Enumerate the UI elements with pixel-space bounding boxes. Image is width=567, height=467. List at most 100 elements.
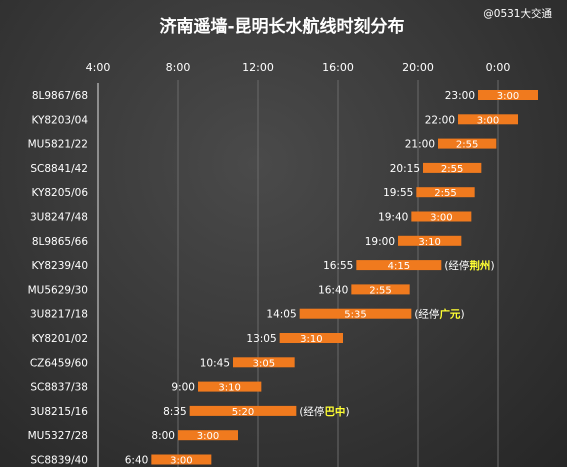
- stopover-suffix: ): [345, 406, 349, 418]
- flight-number-label: 3U8215/16: [30, 406, 88, 418]
- duration-bar: [233, 357, 295, 368]
- flight-row: KY8203/04 22:00 3:00: [31, 114, 518, 126]
- duration-bar: [411, 211, 472, 222]
- x-tick-label: 0:00: [486, 61, 511, 74]
- flight-number-label: 8L9867/68: [32, 90, 88, 102]
- duration-label: 2:55: [434, 188, 456, 199]
- stopover-note: (经停巴中): [299, 405, 349, 418]
- duration-label: 3:00: [170, 456, 192, 467]
- duration-label: 5:20: [232, 407, 254, 418]
- flight-number-label: MU5327/28: [28, 430, 88, 442]
- flight-number-label: 8L9865/66: [32, 236, 88, 248]
- stopover-suffix: ): [490, 260, 494, 272]
- gridlines: [177, 80, 499, 467]
- flight-number-label: SC8837/38: [30, 382, 88, 394]
- departure-time-label: 8:00: [151, 430, 175, 442]
- flight-row: 8L9867/68 23:00 3:00: [32, 90, 538, 102]
- departure-time-label: 23:00: [445, 90, 475, 102]
- flight-row: SC8841/42 20:15 2:55: [30, 162, 482, 175]
- flight-number-label: 3U8217/18: [30, 309, 88, 321]
- flight-number-label: KY8201/02: [31, 333, 88, 345]
- duration-bar: [279, 333, 343, 343]
- x-tick-label: 16:00: [322, 61, 354, 74]
- flight-number-label: CZ6459/60: [30, 357, 88, 369]
- duration-bar: [423, 162, 482, 173]
- duration-bar: [478, 90, 538, 100]
- flight-row: CZ6459/60 10:45 3:05: [30, 357, 295, 369]
- duration-bar: [189, 405, 297, 416]
- departure-time-label: 10:45: [200, 357, 230, 369]
- stopover-note: (经停广元): [414, 308, 464, 321]
- flight-row: 3U8217/18 14:05 5:35 (经停广元): [30, 308, 465, 321]
- chart-title: 济南遥墙-昆明长水航线时刻分布: [159, 16, 404, 37]
- duration-label: 3:10: [300, 334, 322, 345]
- duration-label: 3:00: [497, 91, 519, 102]
- duration-label: 3:05: [253, 358, 275, 369]
- x-tick-label: 20:00: [402, 61, 434, 74]
- stopover-city: 荆州: [469, 259, 490, 272]
- departure-time-label: 16:40: [318, 284, 348, 296]
- flight-number-label: MU5821/22: [28, 139, 88, 151]
- duration-label: 3:00: [197, 431, 219, 442]
- flight-row: KY8201/02 13:05 3:10: [31, 333, 343, 345]
- stopover-prefix: (经停: [299, 405, 324, 418]
- flight-number-label: KY8205/06: [31, 187, 88, 199]
- flight-number-label: MU5629/30: [28, 284, 88, 296]
- duration-label: 2:55: [441, 164, 463, 175]
- departure-time-label: 8:35: [163, 406, 187, 418]
- flight-row: KY8205/06 19:55 2:55: [31, 187, 475, 199]
- flight-number-label: KY8203/04: [31, 114, 88, 126]
- departure-time-label: 22:00: [425, 114, 455, 126]
- duration-label: 3:00: [477, 115, 499, 126]
- duration-bar: [458, 114, 518, 125]
- flight-number-label: KY8239/40: [31, 260, 88, 272]
- flight-row: MU5629/30 16:40 2:55: [28, 284, 410, 296]
- x-tick-label: 4:00: [86, 61, 111, 74]
- duration-bar: [151, 454, 212, 465]
- duration-bar: [178, 430, 238, 441]
- departure-time-label: 21:00: [405, 139, 435, 151]
- flight-number-label: SC8839/40: [30, 455, 88, 467]
- x-tick-label: 8:00: [166, 61, 191, 74]
- stopover-city: 巴中: [324, 405, 345, 418]
- flight-row: 3U8247/48 19:40 3:00: [30, 211, 472, 224]
- departure-time-label: 16:55: [323, 260, 353, 272]
- x-axis-ticks: 4:00 8:00 12:00 16:00 20:00 0:00: [86, 61, 511, 74]
- x-tick-label: 12:00: [242, 61, 274, 74]
- stopover-suffix: ): [460, 309, 464, 321]
- departure-time-label: 19:55: [383, 187, 413, 199]
- duration-bar: [299, 308, 412, 319]
- duration-bar: [416, 187, 475, 198]
- stopover-prefix: (经停: [444, 259, 469, 272]
- duration-label: 5:35: [344, 310, 366, 321]
- flight-row: SC8839/40 6:40 3:00: [30, 454, 212, 467]
- stopover-city: 广元: [439, 308, 460, 321]
- flight-row: 3U8215/16 8:35 5:20 (经停巴中): [30, 405, 350, 418]
- departure-time-label: 19:00: [365, 236, 395, 248]
- departure-time-label: 19:40: [378, 212, 408, 224]
- duration-bar: [198, 381, 262, 392]
- stopover-prefix: (经停: [414, 308, 439, 321]
- duration-bar: [398, 235, 462, 246]
- departure-time-label: 14:05: [266, 309, 296, 321]
- flight-row: 8L9865/66 19:00 3:10: [32, 235, 462, 248]
- duration-label: 3:00: [430, 213, 452, 224]
- flight-number-label: 3U8247/48: [30, 212, 88, 224]
- duration-label: 2:55: [369, 285, 391, 296]
- duration-label: 2:55: [456, 140, 478, 151]
- duration-bar: [356, 260, 442, 271]
- credit-text: @0531大交通: [483, 7, 552, 20]
- flight-row: MU5821/22 21:00 2:55: [28, 138, 497, 151]
- duration-bar: [351, 284, 410, 295]
- flight-rows: 8L9867/68 23:00 3:00 KY8203/04 22:00 3:00 MU58…: [28, 90, 538, 467]
- departure-time-label: 20:15: [390, 163, 420, 175]
- stopover-note: (经停荆州): [444, 259, 494, 272]
- flight-row: MU5327/28 8:00 3:00: [28, 430, 238, 442]
- departure-time-label: 13:05: [246, 333, 276, 345]
- flight-number-label: SC8841/42: [30, 163, 88, 175]
- duration-label: 4:15: [388, 261, 410, 272]
- duration-label: 3:10: [218, 383, 240, 394]
- flight-row: KY8239/40 16:55 4:15 (经停荆州): [31, 259, 494, 272]
- flight-row: SC8837/38 9:00 3:10: [30, 381, 262, 394]
